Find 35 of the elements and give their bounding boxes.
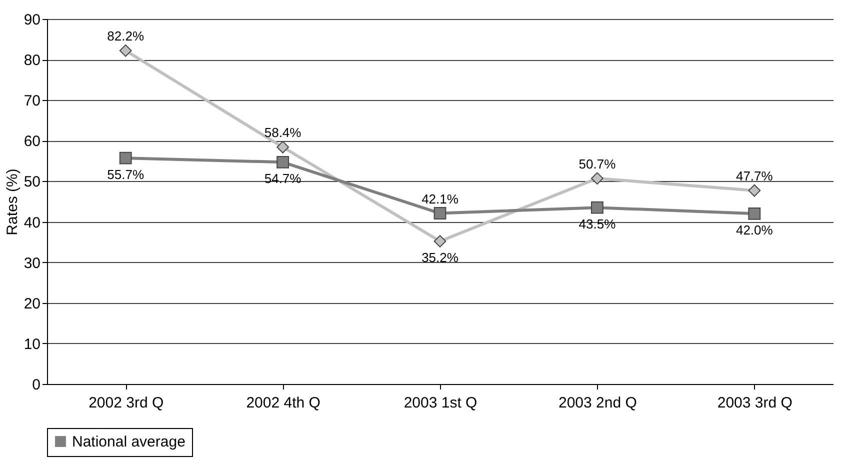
y-tick-label: 20 <box>24 295 40 312</box>
data-label: 42.0% <box>736 222 774 238</box>
data-label: 58.4% <box>264 125 302 140</box>
point <box>119 152 132 164</box>
point <box>748 184 761 197</box>
y-tick-label: 30 <box>24 254 40 272</box>
data-label: 42.1% <box>422 191 459 206</box>
y-tick-label: 40 <box>24 214 40 232</box>
y-tick-label: 60 <box>24 133 40 150</box>
y-axis-title: Rates (%) <box>4 168 21 236</box>
x-tick-label: 2003 3rd Q <box>717 394 792 412</box>
data-label: 55.7% <box>107 167 144 182</box>
x-tick-label: 2002 4th Q <box>246 394 320 412</box>
point <box>434 235 446 248</box>
point <box>276 156 289 168</box>
data-label: 47.7% <box>736 168 774 184</box>
y-tick-label: 90 <box>24 12 40 28</box>
point <box>591 201 604 214</box>
y-tick-label: 0 <box>32 376 40 394</box>
point <box>276 140 289 154</box>
x-tick-label: 2003 1st Q <box>404 394 478 412</box>
point <box>434 207 446 220</box>
data-label: 82.2% <box>107 28 144 44</box>
x-tick-label: 2002 3rd Q <box>88 394 164 412</box>
data-label: 50.7% <box>578 156 616 172</box>
data-label: 35.2% <box>422 250 459 266</box>
point <box>748 207 761 220</box>
y-tick-label: 10 <box>24 336 40 353</box>
point <box>119 44 132 57</box>
legend-label: National average <box>72 434 186 450</box>
y-tick-label: 50 <box>24 174 40 191</box>
y-tick-label: 70 <box>24 92 40 110</box>
x-tick-label: 2003 2nd Q <box>558 394 637 412</box>
y-tick-label: 80 <box>24 52 40 70</box>
point <box>591 172 604 185</box>
